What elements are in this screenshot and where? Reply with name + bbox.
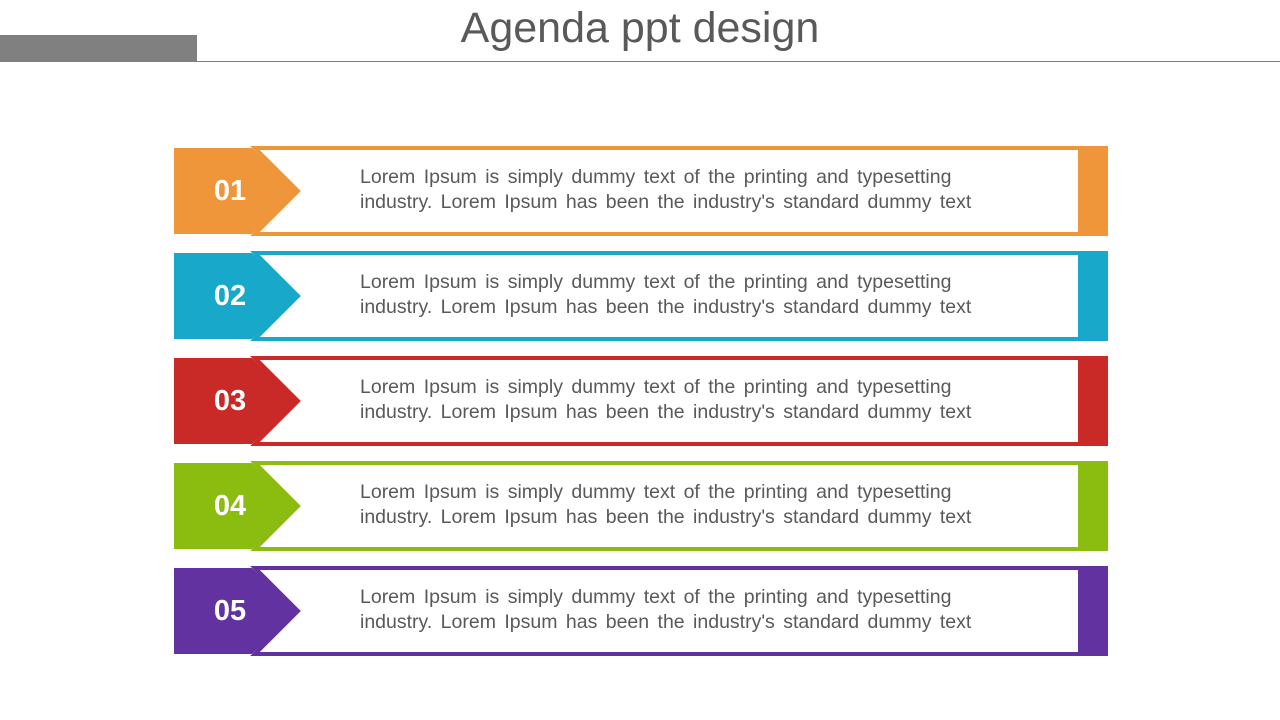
ribbon-end-cap	[1081, 356, 1108, 446]
agenda-item-4-line-1: Lorem Ipsum is simply dummy text of the …	[360, 481, 952, 503]
agenda-item-5-text: Lorem Ipsum is simply dummy text of the …	[360, 585, 1010, 635]
ribbon-outline	[250, 566, 1082, 656]
agenda-item-3-text: Lorem Ipsum is simply dummy text of the …	[360, 375, 1010, 425]
ribbon-outline	[250, 251, 1082, 341]
agenda-item-4: 04 Lorem Ipsum is simply dummy text of t…	[174, 461, 1108, 551]
number-arrow	[174, 358, 297, 444]
agenda-item-2-shape	[174, 251, 1108, 341]
agenda-item-3: 03 Lorem Ipsum is simply dummy text of t…	[174, 356, 1108, 446]
agenda-item-2-number: 02	[213, 280, 247, 312]
agenda-item-5: 05 Lorem Ipsum is simply dummy text of t…	[174, 566, 1108, 656]
ribbon-outline	[250, 356, 1082, 446]
agenda-item-3-line-2: industry. Lorem Ipsum has been the indus…	[360, 401, 972, 423]
agenda-item-5-shape	[174, 566, 1108, 656]
agenda-item-2-line-2: industry. Lorem Ipsum has been the indus…	[360, 296, 972, 318]
agenda-item-4-shape	[174, 461, 1108, 551]
agenda-item-2-text: Lorem Ipsum is simply dummy text of the …	[360, 270, 1010, 320]
ribbon-outline	[250, 146, 1082, 236]
number-arrow	[174, 463, 297, 549]
agenda-item-3-line-1: Lorem Ipsum is simply dummy text of the …	[360, 376, 952, 398]
agenda-item-5-line-1: Lorem Ipsum is simply dummy text of the …	[360, 586, 952, 608]
agenda-item-4-text: Lorem Ipsum is simply dummy text of the …	[360, 480, 1010, 530]
agenda-item-1-line-1: Lorem Ipsum is simply dummy text of the …	[360, 166, 952, 188]
ribbon-outline	[250, 461, 1082, 551]
ribbon-end-cap	[1081, 146, 1108, 236]
ribbon-end-cap	[1081, 461, 1108, 551]
number-arrow	[174, 568, 297, 654]
number-arrow	[174, 148, 297, 234]
agenda-item-2: 02 Lorem Ipsum is simply dummy text of t…	[174, 251, 1108, 341]
agenda-item-4-number: 04	[213, 490, 247, 522]
agenda-item-3-shape	[174, 356, 1108, 446]
agenda-item-5-line-2: industry. Lorem Ipsum has been the indus…	[360, 611, 972, 633]
number-arrow	[174, 253, 297, 339]
agenda-item-3-number: 03	[213, 385, 247, 417]
slide-title: Agenda ppt design	[460, 4, 820, 52]
ribbon-end-cap	[1081, 566, 1108, 656]
agenda-item-1-text: Lorem Ipsum is simply dummy text of the …	[360, 165, 1010, 215]
header-accent-bar	[0, 35, 197, 62]
agenda-item-1-line-2: industry. Lorem Ipsum has been the indus…	[360, 191, 972, 213]
agenda-item-1: 01 Lorem Ipsum is simply dummy text of t…	[174, 146, 1108, 236]
agenda-item-1-shape	[174, 146, 1108, 236]
agenda-item-4-line-2: industry. Lorem Ipsum has been the indus…	[360, 506, 972, 528]
agenda-item-5-number: 05	[213, 595, 247, 627]
header-divider	[0, 61, 1280, 62]
agenda-item-2-line-1: Lorem Ipsum is simply dummy text of the …	[360, 271, 952, 293]
ribbon-end-cap	[1081, 251, 1108, 341]
agenda-item-1-number: 01	[213, 175, 247, 207]
